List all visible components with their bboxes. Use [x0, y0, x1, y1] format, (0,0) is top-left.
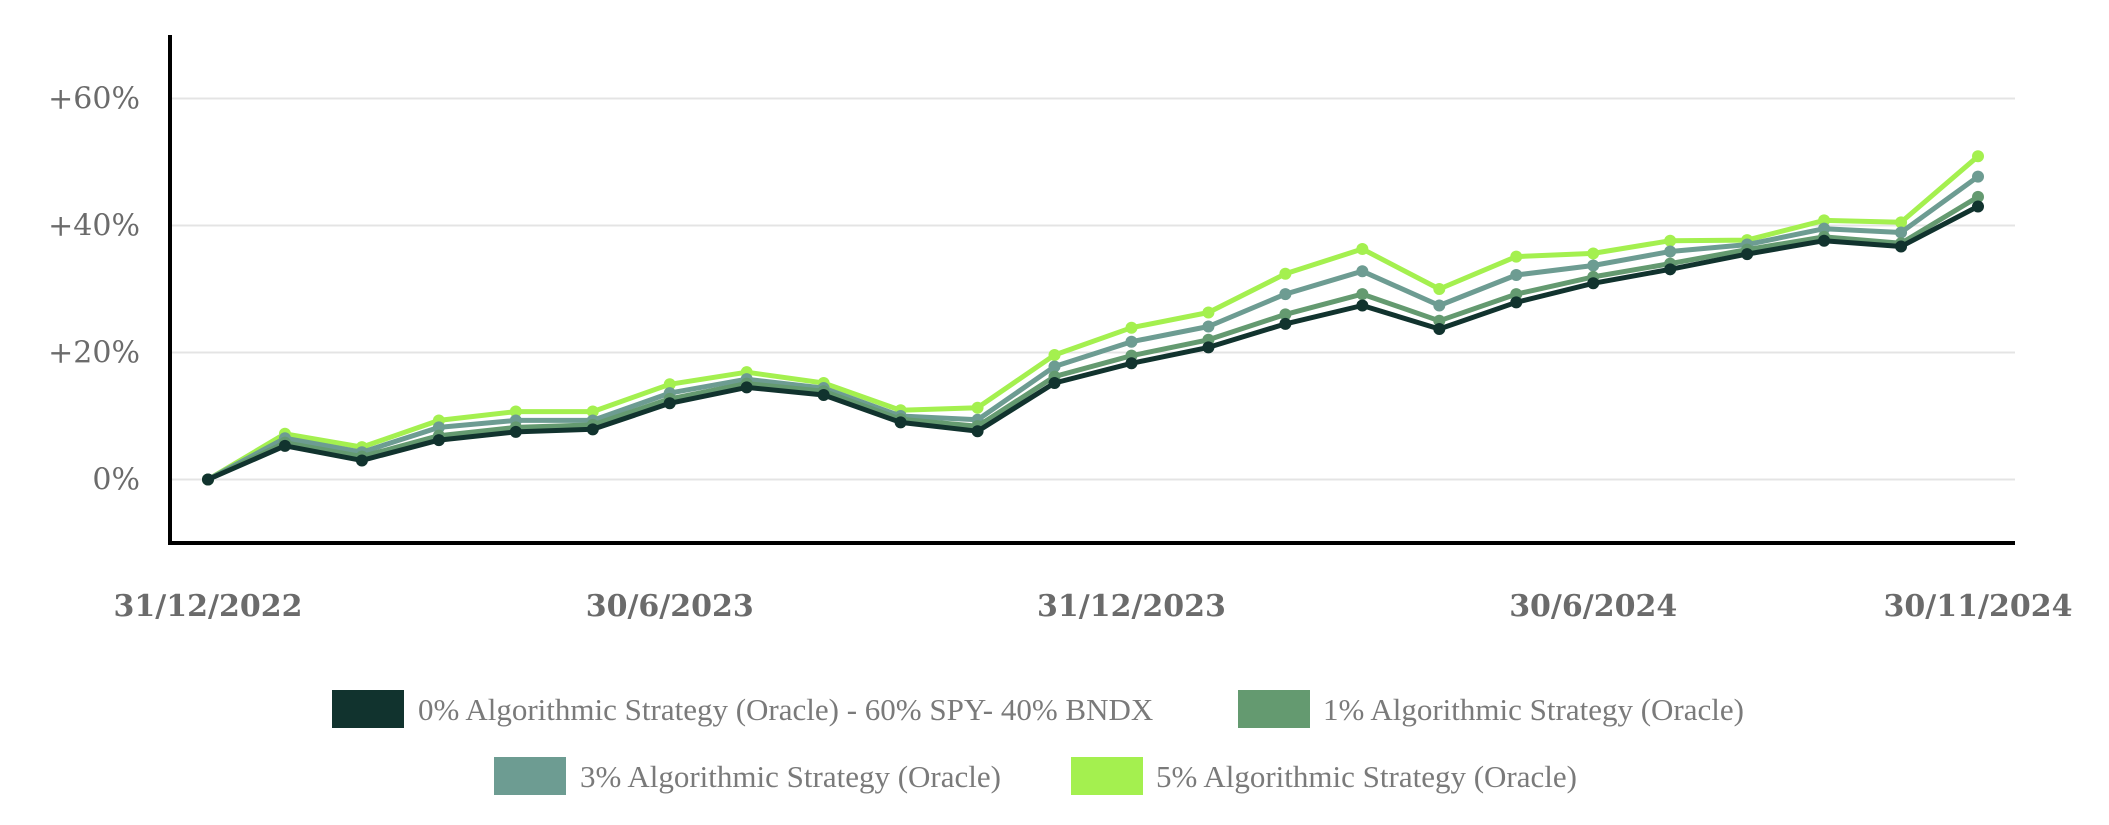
legend-swatch [332, 690, 404, 728]
series-lines [202, 150, 1984, 486]
data-point [1587, 247, 1600, 260]
data-point [1433, 314, 1446, 327]
data-point [1433, 283, 1446, 295]
data-point [663, 397, 676, 410]
legend-swatch [494, 757, 566, 795]
data-point [1818, 214, 1831, 227]
data-point [1356, 299, 1369, 312]
data-point [1279, 288, 1292, 301]
data-point [663, 378, 676, 391]
data-point [1048, 349, 1061, 362]
series-group [202, 150, 1984, 486]
data-point [1972, 170, 1984, 183]
series-line [205, 174, 1981, 482]
y-tick-labels: 0% +20% +40% +60% [48, 82, 140, 498]
y-tick-label: +60% [48, 82, 140, 117]
legend-label: 1% Algorithmic Strategy (Oracle) [1323, 692, 1744, 727]
data-point [1202, 306, 1215, 319]
grid-lines [170, 97, 2015, 481]
x-tick-label: 30/11/2024 [1884, 589, 2073, 624]
x-tick-label: 30/6/2023 [586, 589, 754, 624]
series-line [205, 153, 1981, 482]
data-point [894, 416, 907, 429]
data-point [1279, 308, 1292, 321]
legend-item: 0% Algorithmic Strategy (Oracle) - 60% S… [332, 690, 1153, 728]
data-point [971, 401, 984, 414]
data-point [1356, 265, 1369, 278]
x-tick-label: 31/12/2022 [114, 589, 303, 624]
legend-label: 3% Algorithmic Strategy (Oracle) [580, 759, 1001, 794]
data-point [278, 439, 291, 452]
series-line [205, 194, 1981, 482]
data-point [1279, 317, 1292, 330]
legend-label: 5% Algorithmic Strategy (Oracle) [1156, 759, 1577, 794]
data-point [1510, 250, 1523, 263]
series-group [202, 200, 1984, 486]
data-point [1587, 277, 1600, 290]
data-point [1356, 288, 1369, 301]
data-point [1510, 296, 1523, 309]
data-point [509, 425, 522, 438]
data-point [1279, 267, 1292, 280]
x-tick-label: 30/6/2024 [1509, 589, 1677, 624]
data-point [1356, 242, 1369, 255]
data-point [355, 454, 368, 467]
legend-item: 5% Algorithmic Strategy (Oracle) [1071, 757, 1577, 795]
data-point [1664, 245, 1677, 258]
data-point [1510, 269, 1523, 282]
legend-item: 3% Algorithmic Strategy (Oracle) [494, 757, 1001, 795]
data-point [1895, 216, 1908, 229]
data-point [1664, 263, 1677, 276]
data-point [971, 425, 984, 438]
series-line [205, 203, 1981, 482]
data-point [1202, 320, 1215, 333]
y-tick-label: +40% [48, 209, 140, 244]
x-tick-label: 31/12/2023 [1037, 589, 1226, 624]
data-point [1510, 288, 1523, 301]
data-point [432, 421, 445, 434]
data-point [509, 405, 522, 418]
data-point [1125, 357, 1138, 370]
data-point [1125, 321, 1138, 334]
y-tick-label: +20% [48, 336, 140, 371]
data-point [817, 389, 830, 402]
data-point [1202, 341, 1215, 354]
data-point [740, 381, 753, 394]
legend-item: 1% Algorithmic Strategy (Oracle) [1238, 690, 1744, 728]
x-tick-labels: 31/12/2022 30/6/2023 31/12/2023 30/6/2024 30… [114, 589, 2073, 624]
data-point [1048, 376, 1061, 389]
legend-swatch [1238, 690, 1310, 728]
data-point [1895, 226, 1908, 239]
data-point [586, 423, 599, 436]
legend: 0% Algorithmic Strategy (Oracle) - 60% S… [332, 690, 1744, 795]
data-point [1972, 190, 1984, 203]
data-point [202, 473, 214, 486]
data-point [1664, 234, 1677, 247]
data-point [1048, 360, 1061, 373]
legend-label: 0% Algorithmic Strategy (Oracle) - 60% S… [418, 692, 1153, 727]
data-point [1433, 323, 1446, 336]
data-point [1972, 200, 1984, 213]
data-point [1433, 299, 1446, 312]
data-point [1741, 248, 1754, 261]
data-point [1818, 234, 1831, 247]
data-point [1587, 259, 1600, 272]
series-group [202, 170, 1984, 486]
data-point [1818, 222, 1831, 235]
data-point [1125, 335, 1138, 348]
data-point [1895, 240, 1908, 253]
series-group [202, 190, 1984, 486]
y-tick-label: 0% [92, 463, 140, 498]
data-point [432, 434, 445, 447]
data-point [1972, 150, 1984, 163]
legend-swatch [1071, 757, 1143, 795]
axes [168, 35, 2015, 545]
data-point [586, 405, 599, 418]
